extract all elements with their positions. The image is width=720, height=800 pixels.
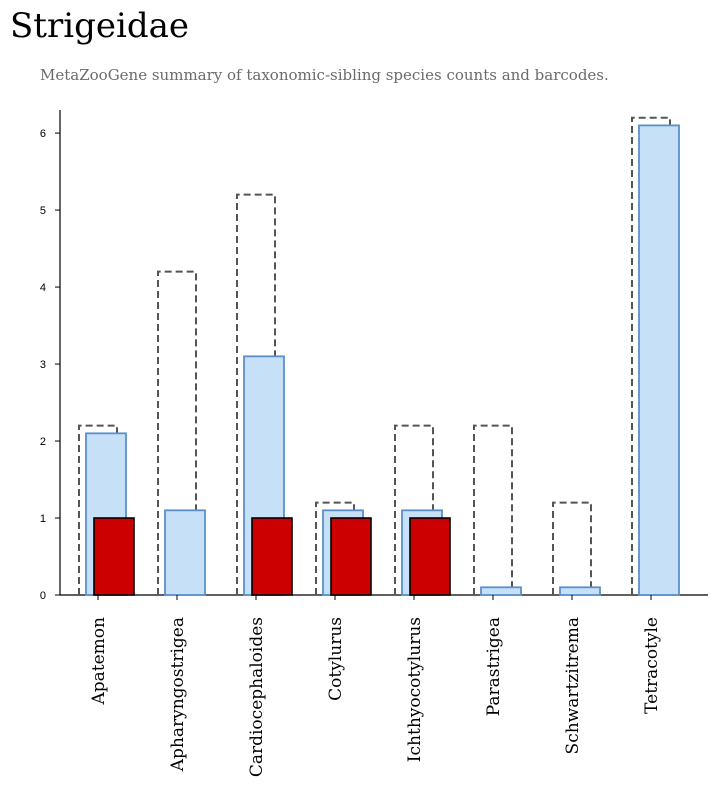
y-tick-label: 6 [40,128,46,140]
blue-bar [559,586,601,596]
x-tick-label: Cardiocephaloides [247,617,267,777]
x-tick-label: Tetracotyle [642,617,662,714]
red-bar [409,517,451,596]
y-tick-label: 4 [40,282,46,294]
outline-bar [157,270,197,595]
x-tick-label: Apharyngostrigea [168,617,188,772]
outline-bar [552,501,592,595]
red-bar [251,517,293,596]
y-tick-label: 5 [40,205,46,217]
x-tick-label: Parastrigea [484,617,504,716]
chart-subtitle: MetaZooGene summary of taxonomic-sibling… [40,66,609,84]
red-bar [330,517,372,596]
blue-bar [480,586,522,596]
y-tick-label: 2 [40,436,46,448]
blue-bar [164,509,206,596]
chart-title: Strigeidae [10,6,189,46]
red-bar [93,517,135,596]
y-tick-label: 1 [40,513,46,525]
x-tick-label: Ichthyocotylurus [405,617,425,762]
y-tick-label: 3 [40,359,46,371]
x-tick-label: Schwartzitrema [563,617,583,754]
outline-bar [473,424,513,595]
y-tick-label: 0 [40,590,46,602]
blue-bar [638,124,680,596]
x-tick-label: Cotylurus [326,617,346,701]
x-tick-label: Apatemon [89,617,109,706]
